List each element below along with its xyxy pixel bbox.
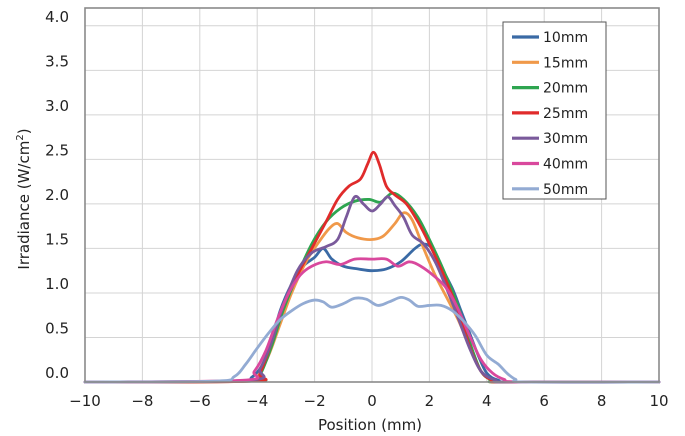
y-tick-label: 2.0 bbox=[45, 186, 69, 204]
x-tick-label: −2 bbox=[304, 392, 326, 410]
y-axis-label-close: ) bbox=[15, 128, 33, 134]
x-tick-label: −6 bbox=[189, 392, 211, 410]
y-tick-label: 3.5 bbox=[45, 52, 69, 70]
legend-label-20mm: 20mm bbox=[543, 81, 588, 97]
x-tick-label: −10 bbox=[69, 392, 101, 410]
legend-label-15mm: 15mm bbox=[543, 55, 588, 71]
x-tick-label: 10 bbox=[649, 392, 668, 410]
legend-label-25mm: 25mm bbox=[543, 106, 588, 122]
legend-label-30mm: 30mm bbox=[543, 131, 588, 147]
y-axis-label-superscript: 2 bbox=[15, 134, 26, 140]
series-line-40mm bbox=[83, 257, 661, 384]
x-axis-label: Position (mm) bbox=[318, 416, 422, 434]
x-tick-label: −8 bbox=[131, 392, 153, 410]
y-tick-label: 3.0 bbox=[45, 97, 69, 115]
y-tick-labels: 0.0 0.5 1.0 1.5 2.0 2.5 3.0 3.5 4.0 bbox=[45, 8, 69, 382]
x-tick-label: 0 bbox=[367, 392, 377, 410]
legend: 10mm 15mm 20mm 25mm 30mm 40mm 50mm bbox=[502, 21, 607, 200]
series-line-50mm bbox=[83, 295, 661, 384]
y-tick-label: 0.5 bbox=[45, 319, 69, 337]
legend-label-10mm: 10mm bbox=[543, 30, 588, 46]
x-tick-labels: −10 −8 −6 −4 −2 0 2 4 6 8 10 bbox=[69, 392, 668, 410]
x-tick-label: 2 bbox=[425, 392, 435, 410]
y-axis-label-main: Irradiance (W/cm bbox=[15, 141, 33, 270]
x-tick-label: 4 bbox=[482, 392, 492, 410]
series-lines bbox=[83, 150, 661, 384]
y-tick-label: 4.0 bbox=[45, 8, 69, 26]
legend-box bbox=[502, 21, 607, 200]
x-tick-label: 6 bbox=[539, 392, 549, 410]
y-tick-label: 0.0 bbox=[45, 364, 69, 382]
legend-label-40mm: 40mm bbox=[543, 157, 588, 173]
plot-frame bbox=[84, 7, 660, 383]
legend-label-50mm: 50mm bbox=[543, 182, 588, 198]
x-tick-label: 8 bbox=[597, 392, 607, 410]
y-tick-label: 1.5 bbox=[45, 230, 69, 248]
y-axis-label: Irradiance (W/cm2) bbox=[15, 128, 33, 269]
x-tick-label: −4 bbox=[246, 392, 268, 410]
y-tick-label: 2.5 bbox=[45, 141, 69, 159]
y-tick-label: 1.0 bbox=[45, 275, 69, 293]
